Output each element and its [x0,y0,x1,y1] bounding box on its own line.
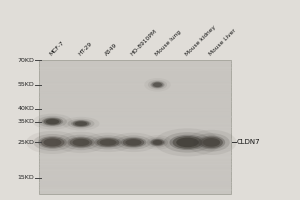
Ellipse shape [75,121,87,126]
Ellipse shape [73,121,89,127]
Ellipse shape [90,135,126,149]
Ellipse shape [148,80,167,90]
Ellipse shape [40,137,64,148]
Text: MCF-7: MCF-7 [49,40,66,57]
Ellipse shape [176,138,199,147]
Ellipse shape [26,131,79,154]
Text: 15KD: 15KD [18,175,34,180]
Ellipse shape [67,137,95,148]
Ellipse shape [99,139,116,146]
Ellipse shape [121,137,146,148]
Ellipse shape [63,135,99,150]
Text: 35KD: 35KD [18,119,34,124]
Ellipse shape [150,81,165,88]
Text: HO-8910PM: HO-8910PM [130,29,158,57]
Text: 55KD: 55KD [18,82,34,87]
Text: CLDN7: CLDN7 [237,139,261,145]
Ellipse shape [38,116,67,127]
Ellipse shape [44,118,62,125]
Ellipse shape [153,140,163,145]
Ellipse shape [154,128,220,156]
Ellipse shape [71,120,91,127]
Text: HT-29: HT-29 [77,41,93,57]
Text: Mouse Liver: Mouse Liver [208,28,237,57]
Ellipse shape [83,133,133,152]
Ellipse shape [94,137,122,148]
Ellipse shape [33,114,72,130]
Ellipse shape [169,135,206,150]
Text: 40KD: 40KD [18,106,34,111]
Ellipse shape [44,138,62,146]
Text: A549: A549 [104,43,119,57]
Text: Mouse kidney: Mouse kidney [184,25,216,57]
Ellipse shape [56,132,106,153]
Ellipse shape [62,117,100,130]
Ellipse shape [125,139,142,146]
Ellipse shape [68,119,94,129]
Ellipse shape [143,135,172,150]
Ellipse shape [153,82,162,87]
Ellipse shape [198,136,225,149]
Ellipse shape [110,133,157,152]
Ellipse shape [147,137,168,148]
Ellipse shape [42,117,63,126]
Ellipse shape [203,138,220,147]
Ellipse shape [116,135,151,149]
Ellipse shape [70,138,92,147]
Ellipse shape [46,119,59,124]
Ellipse shape [72,139,89,146]
Ellipse shape [144,78,171,92]
Ellipse shape [152,82,164,88]
Ellipse shape [172,136,203,149]
Ellipse shape [200,137,223,148]
Ellipse shape [97,138,119,147]
Ellipse shape [164,132,211,153]
Ellipse shape [123,138,144,147]
Text: Mouse lung: Mouse lung [154,29,182,57]
Bar [39,60,231,194]
Text: 25KD: 25KD [18,140,34,145]
Ellipse shape [33,134,72,151]
Ellipse shape [151,139,164,146]
Ellipse shape [186,130,237,155]
Ellipse shape [150,138,165,146]
Ellipse shape [38,136,67,149]
Ellipse shape [193,133,230,152]
Text: 70KD: 70KD [18,58,34,62]
